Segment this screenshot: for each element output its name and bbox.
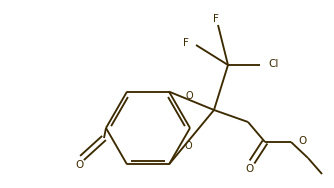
Text: O: O — [184, 141, 192, 151]
Text: F: F — [183, 38, 189, 48]
Text: Cl: Cl — [268, 59, 278, 69]
Text: O: O — [75, 160, 83, 170]
Text: O: O — [298, 136, 306, 146]
Text: O: O — [246, 164, 254, 174]
Text: F: F — [213, 14, 219, 24]
Text: O: O — [185, 91, 193, 101]
